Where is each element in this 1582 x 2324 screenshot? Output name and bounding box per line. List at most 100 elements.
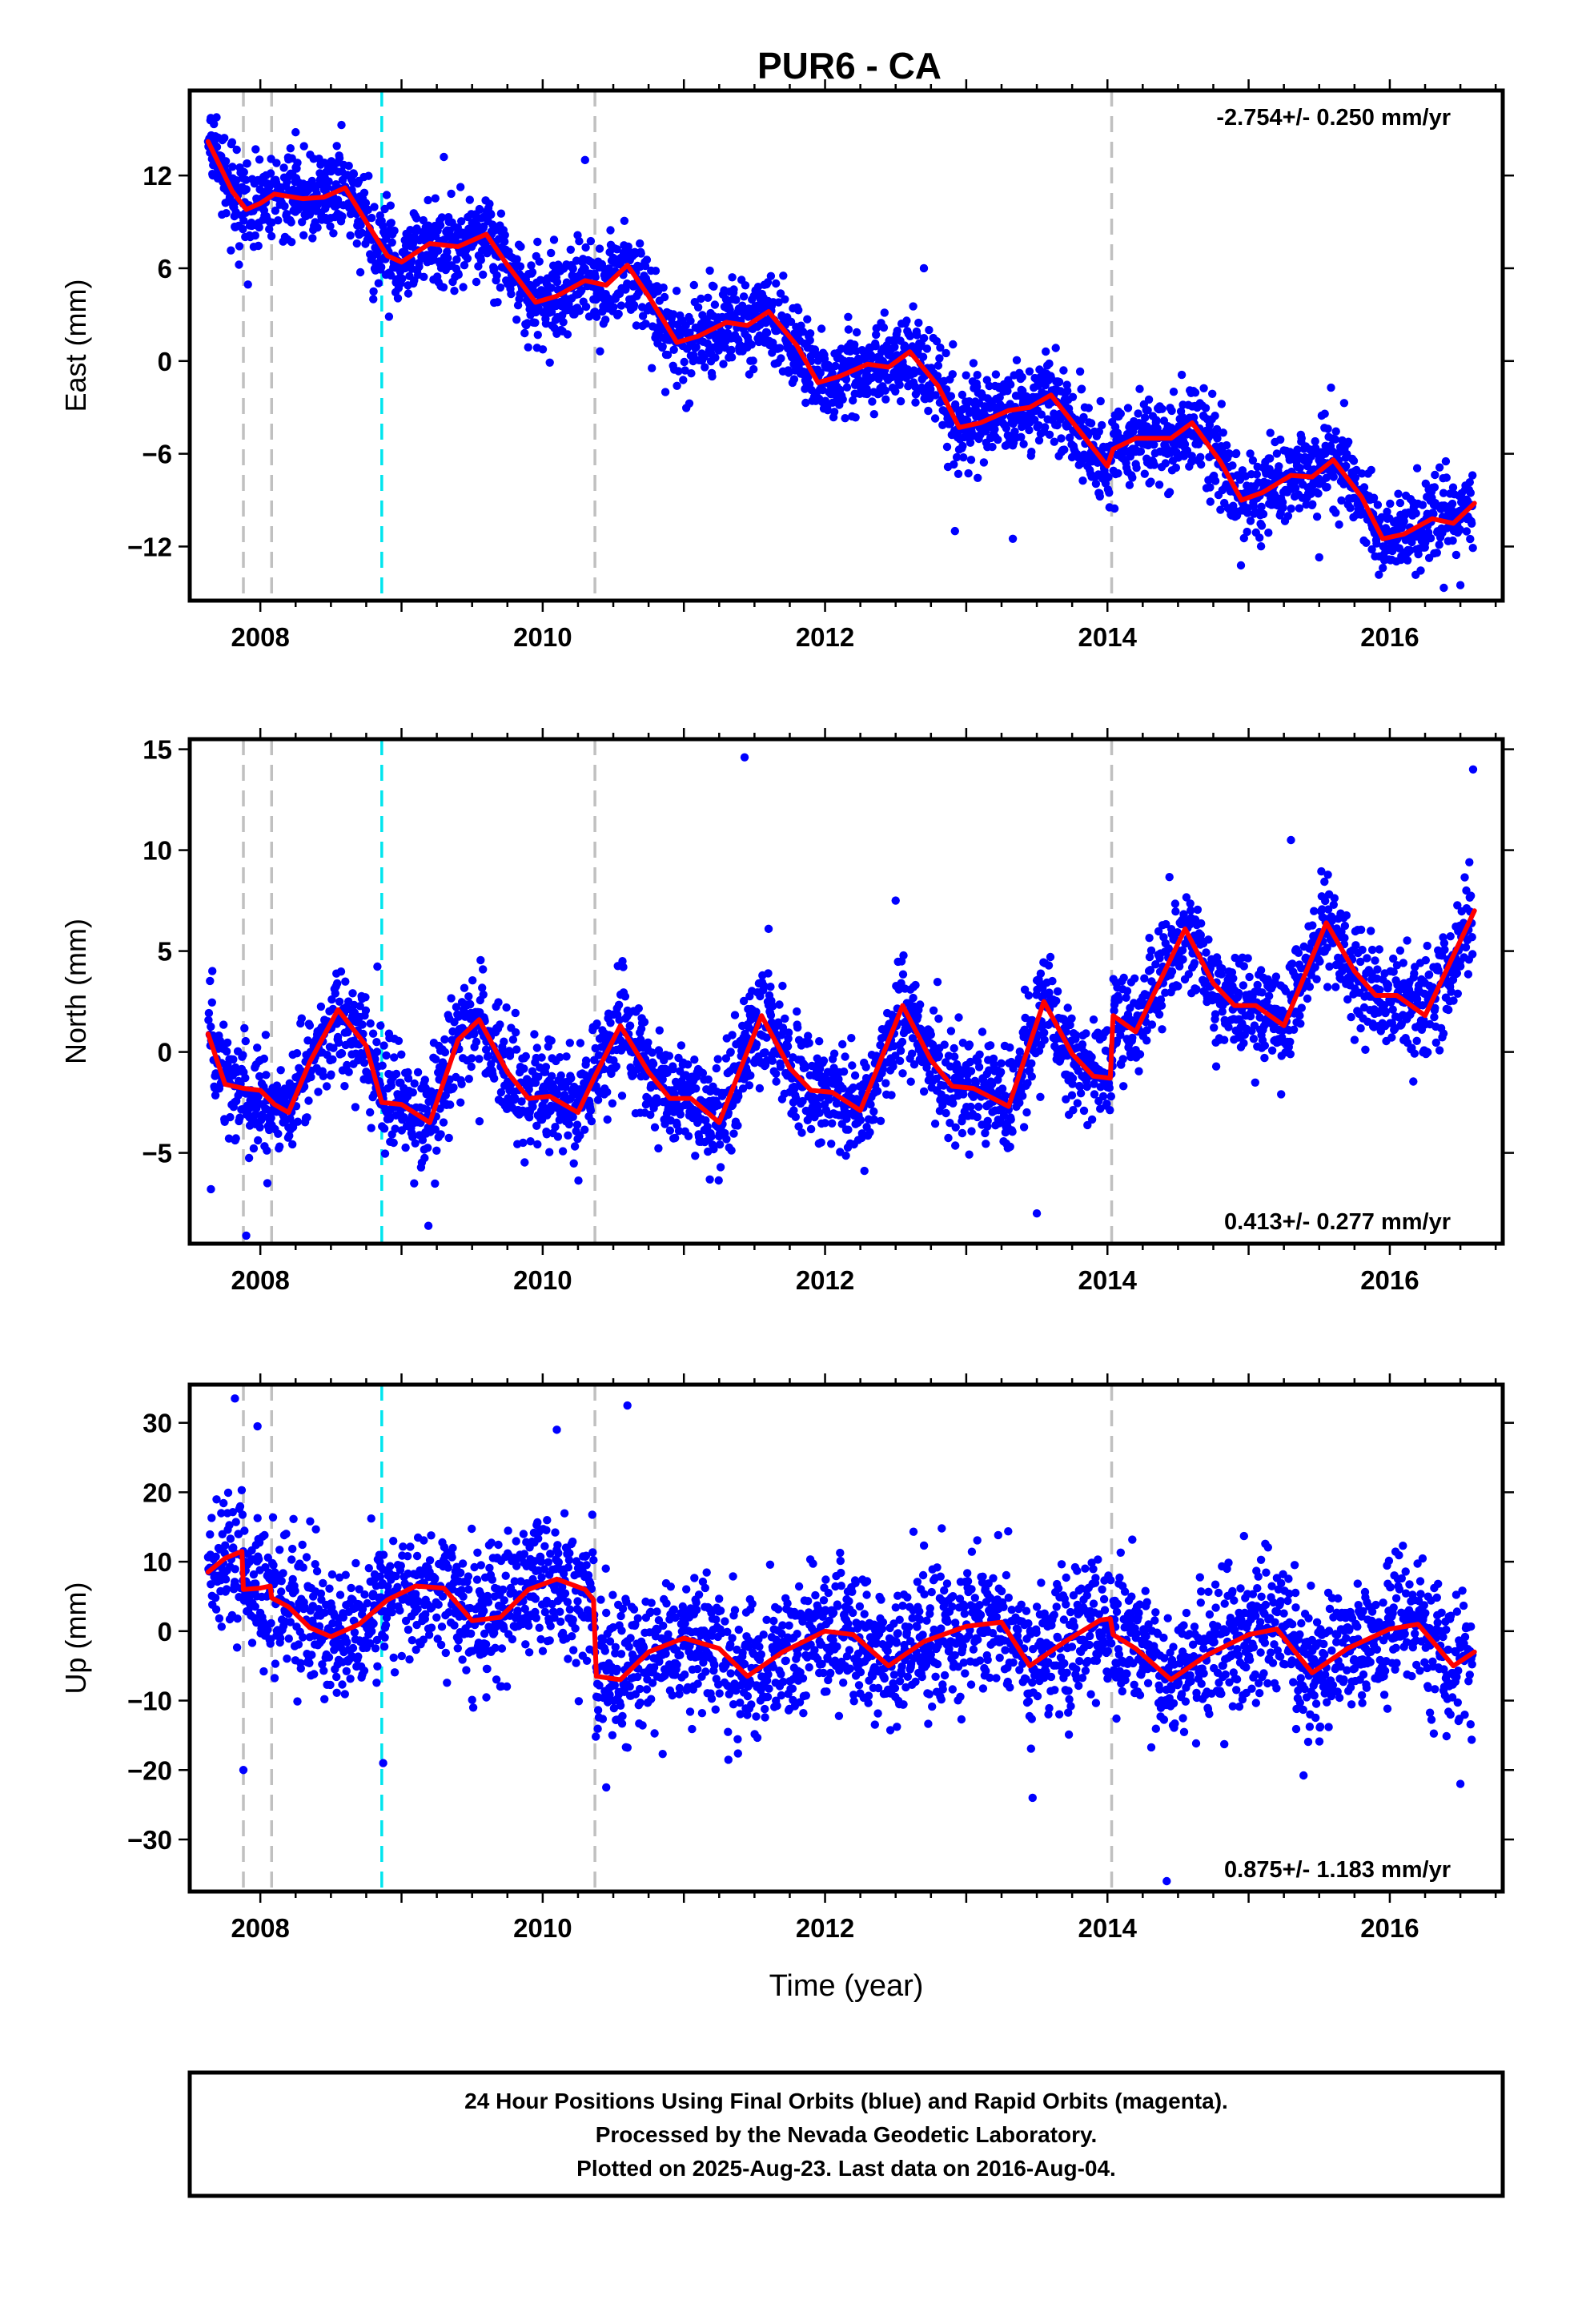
data-point — [581, 243, 590, 252]
data-point — [781, 1014, 789, 1023]
data-point — [791, 1112, 800, 1122]
outlier-point — [580, 155, 589, 165]
data-point — [538, 345, 548, 354]
data-point — [636, 239, 644, 248]
data-point — [553, 1132, 563, 1141]
data-point — [340, 1082, 349, 1091]
data-point — [778, 981, 787, 991]
model-curve — [205, 139, 1477, 541]
data-point — [850, 1071, 860, 1080]
data-point — [1098, 420, 1106, 430]
data-point — [384, 312, 394, 321]
data-point — [221, 157, 231, 166]
data-point — [805, 1039, 813, 1047]
data-point — [276, 1066, 285, 1075]
data-point — [286, 144, 295, 153]
data-point — [536, 275, 545, 284]
data-point — [1308, 500, 1317, 509]
data-point — [625, 1021, 635, 1030]
data-point — [1059, 366, 1068, 375]
data-point — [687, 369, 696, 378]
data-point — [1264, 529, 1273, 537]
data-point — [1219, 428, 1228, 437]
data-point — [642, 255, 652, 264]
data-point — [468, 976, 477, 985]
figure-title: PUR6 - CA — [757, 45, 942, 86]
data-point — [456, 183, 465, 191]
data-point — [954, 469, 963, 478]
data-point — [1228, 461, 1237, 470]
data-point — [775, 344, 785, 352]
data-point — [1078, 476, 1087, 485]
data-point — [253, 1043, 262, 1052]
data-point — [456, 1098, 465, 1107]
data-point — [232, 145, 241, 155]
data-point — [419, 215, 428, 225]
data-point — [1462, 527, 1472, 536]
data-point — [616, 301, 626, 310]
data-point — [1386, 499, 1395, 509]
data-point — [727, 345, 736, 355]
data-point — [710, 300, 720, 309]
data-point — [440, 1047, 450, 1057]
data-point — [949, 1099, 958, 1108]
data-point — [690, 1055, 699, 1064]
data-point — [336, 967, 346, 976]
outlier-point — [950, 526, 959, 536]
data-point — [297, 1014, 306, 1023]
data-point — [251, 145, 260, 154]
data-point — [1095, 492, 1105, 501]
data-point — [235, 260, 243, 269]
data-point — [511, 1008, 520, 1018]
data-point — [239, 1051, 247, 1059]
data-point — [1435, 541, 1443, 549]
data-point — [351, 1103, 360, 1112]
data-point — [1052, 996, 1061, 1006]
data-point — [564, 1131, 572, 1140]
x-tick-label: 2016 — [1360, 622, 1419, 652]
data-point — [242, 185, 251, 194]
data-point — [1331, 509, 1340, 517]
data-point — [1395, 498, 1405, 508]
data-point — [747, 340, 756, 349]
data-point — [911, 398, 920, 407]
data-point — [973, 371, 982, 380]
data-point — [965, 1040, 974, 1049]
velocity-rate-label: -2.754+/- 0.250 mm/yr — [1216, 105, 1451, 131]
data-point — [288, 1140, 297, 1149]
data-point — [673, 381, 681, 390]
data-point — [841, 1151, 850, 1160]
data-point — [559, 318, 568, 327]
data-point — [1086, 419, 1096, 428]
data-point — [535, 257, 544, 266]
data-point — [274, 216, 283, 225]
data-point — [1255, 533, 1264, 542]
data-point — [998, 1084, 1007, 1093]
data-point — [319, 1072, 327, 1081]
data-point — [1177, 370, 1186, 380]
data-point — [1051, 344, 1060, 352]
data-point — [439, 1118, 448, 1127]
data-point — [732, 296, 741, 304]
y-tick-label: −6 — [142, 440, 172, 469]
data-point — [994, 435, 1002, 444]
data-point — [415, 262, 424, 271]
data-point — [1468, 471, 1477, 480]
outlier-point — [1008, 534, 1018, 543]
y-tick-label: 0 — [158, 347, 172, 376]
data-point — [620, 992, 630, 1001]
data-point — [314, 1088, 323, 1096]
data-point — [728, 273, 737, 282]
data-point — [911, 980, 920, 990]
data-point — [410, 1179, 419, 1188]
data-point — [327, 1070, 335, 1079]
data-point — [967, 1127, 976, 1136]
data-point — [420, 1076, 429, 1084]
data-point — [828, 1119, 837, 1128]
data-point — [753, 301, 761, 311]
x-tick-label: 2014 — [1078, 622, 1138, 652]
data-point — [1279, 503, 1287, 513]
data-point — [437, 213, 447, 222]
data-point — [997, 1068, 1006, 1076]
data-point — [279, 163, 288, 172]
